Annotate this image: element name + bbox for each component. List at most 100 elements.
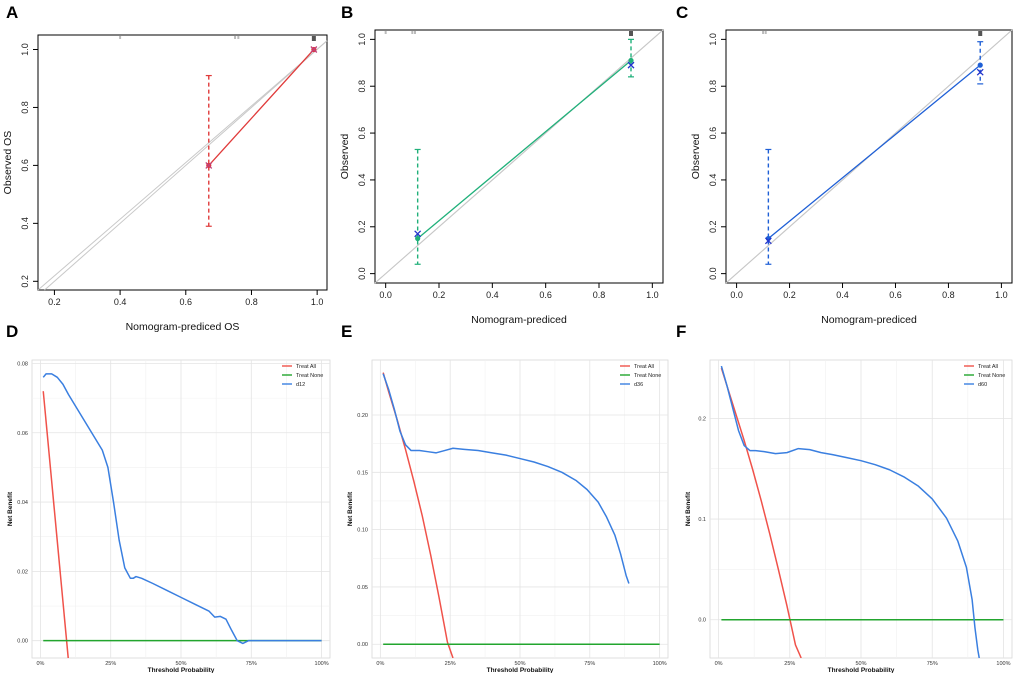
rug-mark-a: [119, 36, 122, 39]
y-tick-label-a: 0.4: [20, 217, 30, 230]
legend-label-e: Treat None: [634, 373, 661, 379]
panel-letter-e: E: [341, 322, 352, 341]
rug-mark-b: [629, 31, 633, 36]
x-tick-label-c: 0.0: [730, 290, 743, 300]
panel-f: F: [676, 322, 686, 341]
series-line-d-d12: [42, 373, 322, 645]
series-line-f-treat-all: [720, 367, 802, 658]
x-tick-label-b: 0.2: [433, 290, 446, 300]
x-tick-label-d: 50%: [175, 661, 186, 667]
panel-c: C: [676, 3, 688, 22]
calibration-line-c: [767, 64, 981, 239]
y-tick-label-b: 0.2: [357, 221, 367, 234]
y-axis-title-a: Observed OS: [2, 131, 14, 195]
x-tick-label-d: 25%: [105, 661, 116, 667]
y-tick-label-b: 0.8: [357, 80, 367, 93]
rug-mark-a: [237, 36, 240, 39]
x-tick-label-d: 100%: [315, 661, 329, 667]
legend-label-f: Treat None: [978, 373, 1005, 379]
y-tick-label-b: 0.4: [357, 174, 367, 187]
panel-letter-b: B: [341, 3, 353, 22]
x-tick-label-e: 0%: [376, 661, 384, 667]
y-tick-label-f: 0.1: [698, 517, 706, 523]
x-tick-label-f: 50%: [855, 661, 866, 667]
y-tick-label-d: 0.04: [17, 500, 28, 506]
panel-letter-c: C: [676, 3, 688, 22]
panel-letter-f: F: [676, 322, 686, 341]
y-tick-label-c: 0.2: [708, 221, 718, 234]
legend-label-d: d12: [296, 382, 305, 388]
rug-mark-a: [311, 36, 316, 41]
y-axis-title-d: Net Benefit: [7, 491, 14, 526]
y-tick-label-e: 0.15: [357, 470, 368, 476]
chart-b: 0.0 0.2 0.4 0.6 0.8 1.0 0.0 0.2 0.4 0.6 0.8 1.0 Nomo…: [339, 29, 664, 326]
observed-x-marker-a: [310, 46, 318, 53]
calibration-point-b: [628, 57, 634, 64]
x-tick-label-f: 0%: [715, 661, 723, 667]
plot-frame-a: [37, 34, 328, 291]
x-tick-label-f: 25%: [784, 661, 795, 667]
y-tick-label-b: 1.0: [357, 33, 367, 46]
y-tick-label-e: 0.10: [357, 528, 368, 534]
x-tick-label-a: 0.4: [114, 297, 127, 307]
y-tick-label-f: 0.0: [698, 618, 706, 624]
y-tick-label-c: 0.6: [708, 127, 718, 140]
plot-frame-c: [725, 29, 1013, 284]
calibration-line-b: [417, 59, 632, 239]
x-tick-label-e: 50%: [514, 661, 525, 667]
y-tick-label-c: 0.8: [708, 80, 718, 93]
panel-b: B: [341, 3, 353, 22]
observed-x-marker-c: [976, 68, 984, 76]
x-tick-label-c: 0.6: [889, 290, 902, 300]
x-tick-label-a: 0.2: [48, 297, 61, 307]
panel-e: E: [341, 322, 352, 341]
observed-x-marker-b: [627, 61, 635, 69]
chart-f: 0% 25% 50% 75% 100% 0.0 0.1 0.2 Threshold Probab…: [685, 359, 1013, 673]
x-tick-label-f: 100%: [996, 661, 1010, 667]
x-tick-label-c: 0.2: [783, 290, 796, 300]
y-tick-label-d: 0.02: [17, 569, 28, 575]
x-axis-title-b: Nomogram-prediced: [471, 314, 567, 326]
panel-d: D: [6, 322, 18, 341]
rug-mark-c: [764, 31, 767, 34]
y-tick-label-e: 0.05: [357, 585, 368, 591]
chart-e: 0% 25% 50% 75% 100% 0.00 0.05 0.10 0.15 0.20 Thres…: [347, 359, 669, 673]
rug-mark-c: [762, 31, 765, 34]
x-tick-label-b: 0.4: [486, 290, 499, 300]
y-tick-label-c: 0.4: [708, 174, 718, 187]
series-line-e-d36: [382, 373, 630, 584]
rug-mark-a: [234, 36, 237, 39]
legend-label-e: d36: [634, 382, 643, 388]
x-axis-title-c: Nomogram-prediced: [821, 314, 917, 326]
y-axis-title-c: Observed: [690, 134, 702, 180]
ideal-diagonal-b: [374, 29, 664, 284]
rug-mark-b: [414, 31, 416, 34]
calibration-line-a: [208, 49, 315, 166]
y-tick-label-d: 0.08: [17, 361, 28, 367]
legend-label-e: Treat All: [634, 364, 654, 370]
y-tick-label-b: 0.0: [357, 267, 367, 280]
y-tick-label-a: 0.2: [20, 275, 30, 288]
calibration-point-b: [415, 235, 421, 242]
x-tick-label-c: 1.0: [995, 290, 1008, 300]
x-tick-label-b: 0.0: [379, 290, 392, 300]
series-line-d-treat-all: [42, 391, 69, 658]
x-tick-label-b: 1.0: [646, 290, 659, 300]
x-tick-label-d: 75%: [246, 661, 257, 667]
x-tick-label-c: 0.4: [836, 290, 849, 300]
x-tick-label-e: 25%: [445, 661, 456, 667]
legend-label-d: Treat None: [296, 373, 323, 379]
series-line-f-d60: [720, 365, 980, 658]
x-tick-label-c: 0.8: [942, 290, 955, 300]
legend-label-f: Treat All: [978, 364, 998, 370]
y-tick-label-c: 1.0: [708, 33, 718, 46]
legend-label-d: Treat All: [296, 364, 316, 370]
x-axis-title-e: Threshold Probability: [487, 667, 554, 673]
x-tick-label-e: 100%: [653, 661, 667, 667]
calibration-point-c: [977, 62, 983, 68]
x-tick-label-e: 75%: [584, 661, 595, 667]
panel-letter-d: D: [6, 322, 18, 341]
observed-x-marker-b: [414, 230, 422, 238]
x-tick-label-f: 75%: [927, 661, 938, 667]
